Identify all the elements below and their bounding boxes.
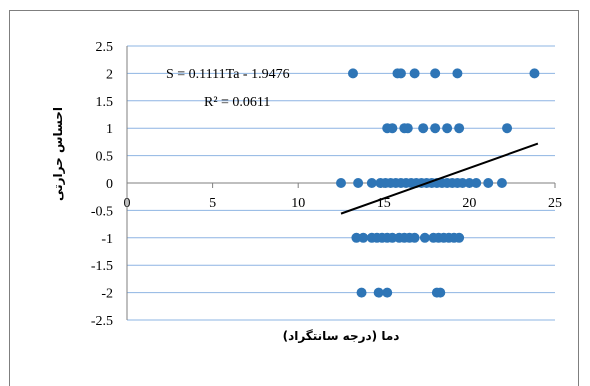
data-point bbox=[442, 123, 453, 134]
y-tick-label: 2 bbox=[106, 67, 113, 82]
data-point bbox=[483, 178, 494, 188]
data-point bbox=[347, 68, 358, 79]
data-point bbox=[409, 232, 420, 243]
data-point bbox=[395, 68, 406, 79]
data-point bbox=[452, 68, 463, 79]
x-tick-label: 5 bbox=[209, 196, 216, 211]
y-tick-label: -2.5 bbox=[91, 314, 113, 329]
data-point bbox=[464, 178, 475, 188]
data-point bbox=[366, 178, 377, 188]
data-point bbox=[435, 287, 446, 298]
data-point bbox=[430, 68, 441, 79]
data-point bbox=[373, 287, 384, 298]
y-tick-label: -1.5 bbox=[91, 259, 113, 274]
x-tick-labels: 0 5 10 15 20 25 bbox=[124, 196, 563, 211]
data-point bbox=[418, 123, 429, 134]
x-tick-label: 0 bbox=[124, 196, 131, 211]
y-tick-label: -1 bbox=[101, 232, 113, 247]
y-axis-title: احساس حرارتی bbox=[51, 107, 65, 201]
data-point bbox=[336, 178, 346, 188]
data-point bbox=[430, 123, 441, 134]
data-point bbox=[382, 287, 393, 298]
r-squared-annotation: R² = 0.0611 bbox=[204, 95, 270, 110]
data-point bbox=[387, 123, 398, 134]
y-tick-label: 1.5 bbox=[96, 95, 114, 110]
data-point bbox=[353, 178, 364, 188]
data-point bbox=[351, 232, 362, 243]
data-point bbox=[419, 232, 430, 243]
data-point bbox=[496, 178, 507, 188]
x-tick-label: 10 bbox=[291, 196, 305, 211]
data-point bbox=[358, 232, 369, 243]
data-point bbox=[454, 123, 465, 134]
trendline-group bbox=[340, 142, 539, 215]
x-axis-title: دما (درجه سانتگراد) bbox=[283, 329, 400, 343]
y-tick-labels: 2.5 2 1.5 1 0.5 0 -0.5 -1 -1.5 -2 -2.5 bbox=[91, 40, 113, 329]
data-point bbox=[471, 178, 482, 188]
chart-frame bbox=[9, 10, 579, 386]
data-point bbox=[529, 68, 540, 79]
y-tick-label: 0 bbox=[106, 177, 113, 192]
gridlines bbox=[127, 45, 555, 321]
equation-annotation: S = 0.1111Ta - 1.9476 bbox=[166, 67, 290, 82]
data-point bbox=[457, 178, 468, 188]
data-points bbox=[336, 68, 540, 298]
x-tick-label: 25 bbox=[548, 196, 562, 211]
y-tick-label: -2 bbox=[101, 287, 113, 302]
data-point bbox=[356, 287, 367, 298]
data-point bbox=[402, 123, 413, 134]
x-tick-label: 20 bbox=[462, 196, 476, 211]
data-point bbox=[502, 123, 513, 134]
y-tick-label: -0.5 bbox=[91, 204, 113, 219]
y-tick-label: 2.5 bbox=[96, 40, 114, 55]
data-point bbox=[387, 232, 398, 243]
y-tick-label: 0.5 bbox=[96, 150, 114, 165]
trendline bbox=[340, 142, 539, 215]
data-point bbox=[409, 68, 420, 79]
y-tick-label: 1 bbox=[106, 122, 113, 137]
data-point bbox=[454, 232, 465, 243]
